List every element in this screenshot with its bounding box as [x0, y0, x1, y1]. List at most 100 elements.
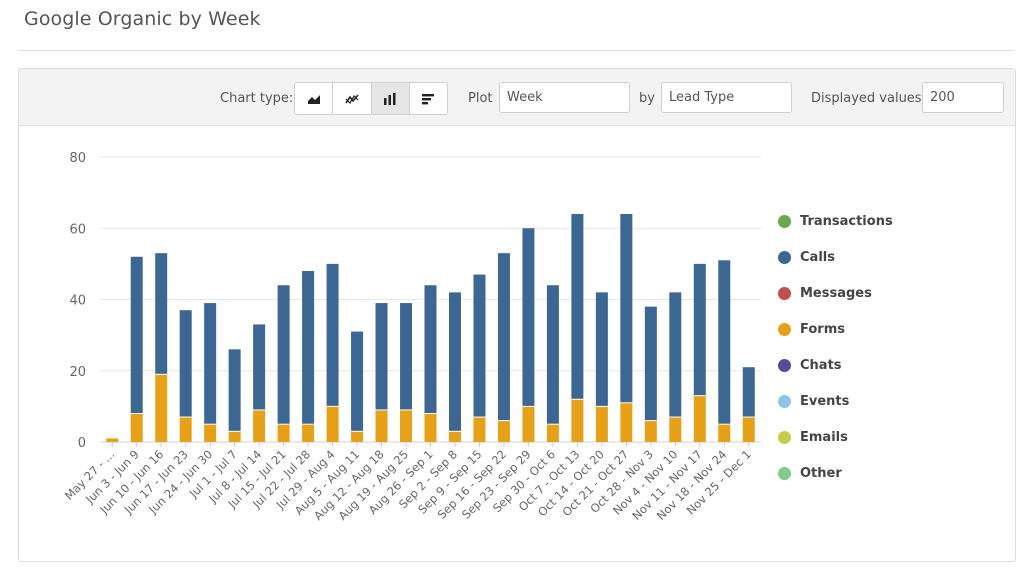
bar-calls[interactable] — [473, 274, 486, 418]
legend-label: Transactions — [800, 213, 893, 229]
y-tick-label: 60 — [69, 222, 86, 237]
legend-item-transactions[interactable]: Transactions — [778, 212, 893, 230]
legend-item-forms[interactable]: Forms — [778, 320, 845, 338]
column-chart-button[interactable] — [371, 83, 410, 114]
legend-swatch — [778, 466, 791, 480]
legend-item-chats[interactable]: Chats — [778, 356, 842, 374]
bar-forms[interactable] — [693, 395, 706, 442]
y-tick-label: 20 — [69, 365, 86, 380]
chart-toolbar: Chart type: — [19, 69, 1015, 126]
bar-calls[interactable] — [669, 292, 682, 418]
area-chart-icon — [307, 94, 320, 104]
bar-forms[interactable] — [179, 417, 192, 442]
legend-label: Chats — [800, 357, 842, 373]
displayed-values-label: Displayed values: — [811, 91, 926, 106]
bar-calls[interactable] — [400, 303, 413, 410]
bar-forms[interactable] — [742, 417, 755, 442]
by-label: by — [639, 91, 655, 106]
bar-calls[interactable] — [571, 214, 584, 400]
bar-calls[interactable] — [595, 292, 608, 407]
bar-chart-button[interactable] — [409, 83, 447, 114]
legend-item-calls[interactable]: Calls — [778, 248, 835, 266]
bar-calls[interactable] — [130, 256, 143, 414]
legend-item-messages[interactable]: Messages — [778, 284, 872, 302]
legend-item-other[interactable]: Other — [778, 464, 842, 482]
bar-forms[interactable] — [595, 406, 608, 442]
line-chart-icon — [345, 93, 359, 104]
bar-forms[interactable] — [669, 417, 682, 442]
legend-label: Calls — [800, 249, 835, 265]
bar-calls[interactable] — [253, 324, 266, 410]
bar-calls[interactable] — [718, 260, 731, 425]
legend-swatch — [778, 322, 791, 336]
bar-forms[interactable] — [106, 438, 119, 442]
plot-field[interactable]: Week — [499, 82, 630, 113]
bar-forms[interactable] — [326, 406, 339, 442]
bar-forms[interactable] — [448, 431, 461, 442]
legend-label: Messages — [800, 285, 872, 301]
bar-forms[interactable] — [424, 413, 437, 443]
bar-forms[interactable] — [546, 424, 559, 442]
bar-forms[interactable] — [571, 399, 584, 442]
bar-calls[interactable] — [155, 253, 168, 375]
y-tick-label: 80 — [69, 151, 86, 166]
legend-swatch — [778, 430, 791, 444]
bar-forms[interactable] — [718, 424, 731, 442]
bar-forms[interactable] — [620, 402, 633, 442]
legend-label: Forms — [800, 321, 845, 337]
title-divider — [18, 50, 1014, 51]
bar-calls[interactable] — [546, 285, 559, 425]
bar-forms[interactable] — [277, 424, 290, 442]
legend-swatch — [778, 214, 791, 228]
legend-item-events[interactable]: Events — [778, 392, 849, 410]
bar-forms[interactable] — [522, 406, 535, 442]
bar-calls[interactable] — [522, 228, 535, 407]
legend-label: Emails — [800, 429, 848, 445]
legend-label: Events — [800, 393, 850, 409]
bar-forms[interactable] — [473, 417, 486, 442]
bar-calls[interactable] — [424, 285, 437, 414]
bar-calls[interactable] — [742, 367, 755, 418]
chart-type-selector — [294, 82, 448, 115]
bar-calls[interactable] — [620, 214, 633, 403]
bar-forms[interactable] — [375, 409, 388, 442]
bar-calls[interactable] — [375, 303, 388, 410]
legend-swatch — [778, 358, 791, 372]
plot-label: Plot — [468, 91, 493, 106]
line-chart-button[interactable] — [333, 83, 372, 114]
bar-forms[interactable] — [253, 409, 266, 442]
chart-type-label: Chart type: — [220, 91, 294, 106]
bar-calls[interactable] — [179, 310, 192, 418]
bar-calls[interactable] — [351, 331, 364, 432]
y-tick-label: 0 — [78, 436, 86, 451]
bar-forms[interactable] — [302, 424, 315, 442]
bar-forms[interactable] — [351, 431, 364, 442]
legend-swatch — [778, 394, 791, 408]
bar-chart-icon — [422, 93, 435, 104]
legend-swatch — [778, 286, 791, 300]
bar-forms[interactable] — [644, 420, 657, 442]
bar-forms[interactable] — [204, 424, 217, 442]
bar-calls[interactable] — [644, 306, 657, 421]
bar-calls[interactable] — [228, 349, 241, 432]
displayed-values-input[interactable]: 200 — [922, 82, 1004, 113]
legend-label: Other — [800, 465, 842, 481]
group-by-field[interactable]: Lead Type — [661, 82, 792, 113]
bar-forms[interactable] — [155, 374, 168, 442]
bar-calls[interactable] — [277, 285, 290, 425]
y-tick-label: 40 — [69, 294, 86, 309]
bar-calls[interactable] — [204, 303, 217, 425]
bar-forms[interactable] — [497, 420, 510, 442]
bar-calls[interactable] — [326, 263, 339, 407]
bar-forms[interactable] — [228, 431, 241, 442]
bar-calls[interactable] — [693, 263, 706, 396]
bar-forms[interactable] — [130, 413, 143, 443]
area-chart-button[interactable] — [295, 83, 334, 114]
bar-calls[interactable] — [448, 292, 461, 432]
bar-calls[interactable] — [497, 253, 510, 421]
bar-calls[interactable] — [302, 271, 315, 425]
legend-item-emails[interactable]: Emails — [778, 428, 848, 446]
column-chart-icon — [384, 92, 396, 105]
legend-swatch — [778, 250, 791, 264]
bar-forms[interactable] — [400, 409, 413, 442]
